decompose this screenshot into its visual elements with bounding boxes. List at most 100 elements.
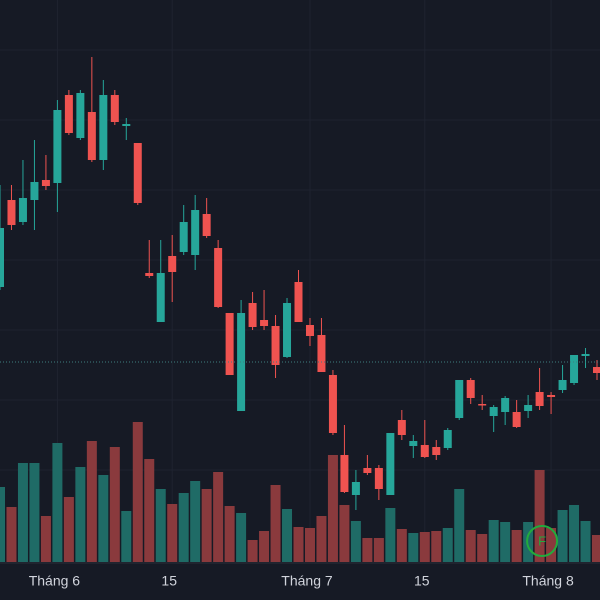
volume-bar	[190, 481, 201, 562]
volume-bar	[316, 516, 327, 562]
candle-body	[386, 433, 395, 495]
candle-body	[156, 273, 165, 322]
volume-bar	[40, 516, 51, 562]
volume-bar	[431, 531, 442, 562]
volume-bar	[488, 520, 499, 562]
event-marker	[526, 525, 559, 557]
candle-body	[0, 228, 4, 287]
volume-bar	[98, 475, 109, 562]
volume-bar	[86, 441, 97, 562]
candle-body	[443, 430, 452, 448]
volume-bar	[213, 472, 224, 562]
volume-bar	[0, 487, 5, 562]
volume-bar	[6, 507, 17, 562]
candle-body	[191, 210, 200, 255]
volume-bar	[419, 532, 430, 562]
volume-bar	[546, 528, 557, 562]
volume-bar	[282, 509, 293, 562]
candle-body	[202, 214, 211, 236]
candle-body	[214, 248, 223, 307]
candle-body	[145, 273, 154, 276]
volume-bar	[454, 489, 465, 562]
volume-bar	[477, 534, 488, 562]
candle-body	[168, 256, 177, 272]
candle-body	[99, 95, 108, 160]
volume-bar	[17, 463, 28, 562]
volume-bar	[270, 485, 281, 562]
candle-body	[478, 404, 487, 406]
event-marker-label: F	[538, 533, 546, 548]
candle-body	[133, 143, 142, 203]
volume-bar	[236, 513, 247, 562]
x-tick-label: Tháng 6	[29, 573, 81, 589]
x-tick-label: 15	[161, 573, 177, 589]
candle-body	[41, 180, 50, 186]
volume-bar	[109, 447, 120, 562]
volume-bar	[178, 493, 189, 562]
volume-bar	[557, 510, 568, 562]
volume-bar	[155, 489, 166, 562]
candle-body	[248, 303, 257, 327]
candle-body	[30, 182, 39, 200]
candle-body	[271, 326, 280, 365]
volume-bar	[132, 422, 143, 562]
candle-body	[466, 380, 475, 398]
candle-body	[581, 354, 590, 356]
volume-bar	[224, 506, 235, 562]
candle-body	[110, 95, 119, 122]
candle-body	[225, 313, 234, 375]
candle-body	[593, 367, 600, 373]
candle-body	[179, 222, 188, 252]
volume-bar	[339, 505, 350, 562]
volume-bar	[523, 522, 534, 562]
candle-body	[305, 325, 314, 336]
volume-bar	[362, 538, 373, 562]
volume-bar	[167, 504, 178, 562]
volume-bar	[63, 497, 74, 562]
x-tick-label: 15	[414, 573, 430, 589]
volume-bar	[259, 531, 270, 562]
volume-bar	[304, 528, 315, 562]
candle-body	[76, 93, 85, 138]
candle-body	[432, 447, 441, 455]
volume-bar	[350, 521, 361, 562]
candle-body	[535, 392, 544, 406]
candle-body	[328, 375, 337, 433]
volume-bar	[373, 538, 384, 562]
candle-body	[374, 468, 383, 489]
volume-bar	[511, 530, 522, 562]
volume-bar	[327, 455, 338, 562]
candle-body	[294, 282, 303, 322]
candle-body	[489, 407, 498, 416]
candle-body	[283, 303, 292, 357]
volume-bar	[408, 533, 419, 562]
candle-body	[18, 198, 27, 222]
candle-body	[237, 313, 246, 411]
candle-body	[524, 405, 533, 411]
volume-bar	[29, 463, 40, 562]
x-tick-label: Tháng 7	[281, 573, 333, 589]
candle-body	[512, 412, 521, 427]
candle-body	[397, 420, 406, 435]
volume-bar	[465, 530, 476, 562]
volume-bar	[201, 489, 212, 562]
candle-body	[122, 124, 131, 126]
volume-bar	[500, 522, 511, 562]
candle-body	[64, 95, 73, 133]
volume-bar	[580, 521, 591, 562]
candle-body	[317, 335, 326, 372]
candle-body	[455, 380, 464, 418]
time-axis	[0, 563, 600, 600]
candle-body	[351, 482, 360, 495]
candle-body	[420, 445, 429, 457]
volume-bar	[247, 540, 258, 562]
volume-bar	[592, 535, 600, 562]
volume-bar	[442, 528, 453, 562]
candle-body	[570, 355, 579, 383]
volume-bar	[144, 459, 155, 562]
candle-body	[363, 468, 372, 473]
candle-body	[87, 112, 96, 160]
volume-bar	[534, 470, 545, 562]
x-tick-label: Tháng 8	[522, 573, 574, 589]
